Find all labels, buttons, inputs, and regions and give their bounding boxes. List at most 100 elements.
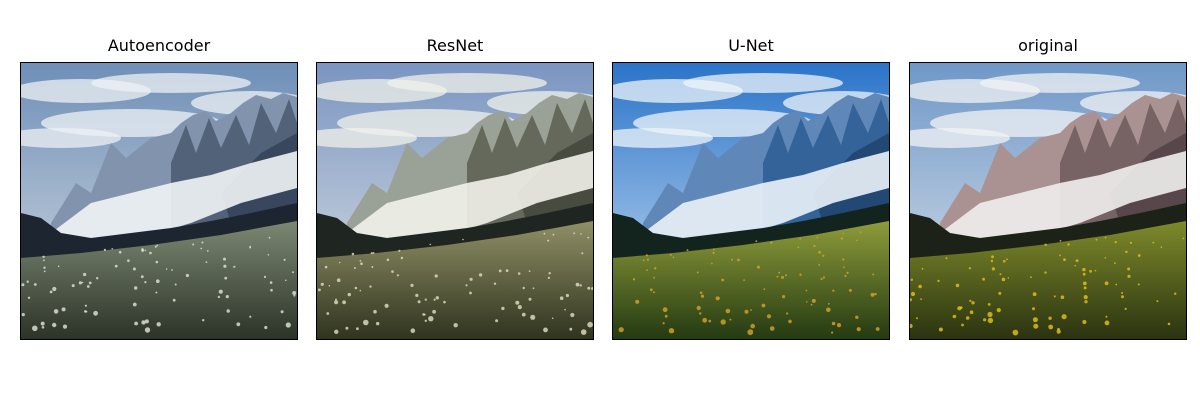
flower <box>86 285 90 288</box>
flower <box>141 320 146 325</box>
flower <box>371 266 374 268</box>
flower <box>217 295 221 299</box>
flower <box>672 256 675 259</box>
flower <box>1082 281 1087 286</box>
flower <box>652 291 655 294</box>
flower <box>1060 295 1065 299</box>
flower <box>1084 300 1088 304</box>
flower <box>937 279 940 283</box>
flower <box>747 329 754 336</box>
tree-ridge <box>21 203 297 263</box>
flower <box>826 307 831 313</box>
flower <box>1044 271 1047 274</box>
flower <box>359 289 362 292</box>
flower <box>1104 257 1107 259</box>
flower <box>1083 286 1087 290</box>
flower <box>495 319 499 323</box>
flower <box>1182 237 1185 240</box>
snow-slope <box>51 151 297 253</box>
flower <box>528 270 531 272</box>
flower <box>955 283 960 288</box>
flower <box>236 322 241 327</box>
flower <box>342 300 346 305</box>
flower <box>424 298 427 301</box>
panel-original: original <box>909 0 1187 340</box>
flower <box>264 325 268 330</box>
flower <box>761 303 766 308</box>
flower <box>710 262 713 265</box>
flower <box>1059 254 1061 257</box>
flower <box>844 274 847 277</box>
flower <box>653 276 655 279</box>
landscape-image <box>317 63 593 339</box>
flower <box>521 312 526 317</box>
flower <box>410 283 414 287</box>
flower <box>376 321 380 326</box>
landscape-image <box>21 63 297 339</box>
flower <box>1156 300 1159 303</box>
flower <box>969 310 974 314</box>
flower <box>910 298 912 302</box>
flower <box>43 266 46 269</box>
flower <box>530 314 536 320</box>
panel-resnet: ResNet <box>316 0 594 340</box>
flower <box>686 249 689 252</box>
flower <box>318 288 321 292</box>
flower <box>1067 243 1070 246</box>
flower <box>646 269 648 271</box>
flower <box>1030 276 1032 279</box>
flower <box>831 321 836 326</box>
flower <box>1114 262 1116 264</box>
flower <box>517 305 522 310</box>
flower <box>469 291 472 295</box>
flower <box>345 326 349 330</box>
flower <box>699 312 702 315</box>
flower <box>587 286 591 290</box>
flower <box>699 291 703 295</box>
flower <box>543 232 546 235</box>
flower <box>990 259 994 263</box>
flower <box>429 243 432 246</box>
flower <box>134 321 138 326</box>
flower <box>285 279 287 282</box>
flower <box>971 301 975 305</box>
flower <box>49 290 53 294</box>
flower <box>1137 283 1140 286</box>
flower <box>96 277 99 280</box>
flower <box>708 319 712 323</box>
flower <box>785 274 787 277</box>
flower <box>782 295 786 299</box>
flower <box>372 252 375 254</box>
flower <box>820 277 823 281</box>
flower <box>587 236 590 239</box>
flower <box>715 296 720 301</box>
flower <box>1075 259 1079 262</box>
flower <box>842 258 845 261</box>
flower <box>843 266 845 269</box>
flower <box>353 267 356 269</box>
flower <box>52 286 57 292</box>
flower <box>547 239 550 242</box>
flower <box>872 273 875 276</box>
image-frame <box>909 62 1187 340</box>
flower <box>910 278 913 281</box>
flower <box>185 273 189 278</box>
flower <box>1083 295 1088 300</box>
flower <box>103 248 106 251</box>
flower <box>144 281 147 284</box>
flower <box>269 281 273 284</box>
flower <box>144 319 149 324</box>
flower <box>570 312 575 318</box>
flower <box>827 302 830 305</box>
flower <box>149 251 152 255</box>
flower <box>547 276 550 279</box>
meadow <box>910 221 1186 339</box>
flower <box>432 309 436 314</box>
flower <box>206 250 209 252</box>
flower <box>443 300 446 304</box>
flower <box>1174 292 1177 295</box>
panel-autoencoder: Autoencoder <box>20 0 298 340</box>
flower <box>338 261 341 264</box>
flower <box>1095 238 1098 241</box>
